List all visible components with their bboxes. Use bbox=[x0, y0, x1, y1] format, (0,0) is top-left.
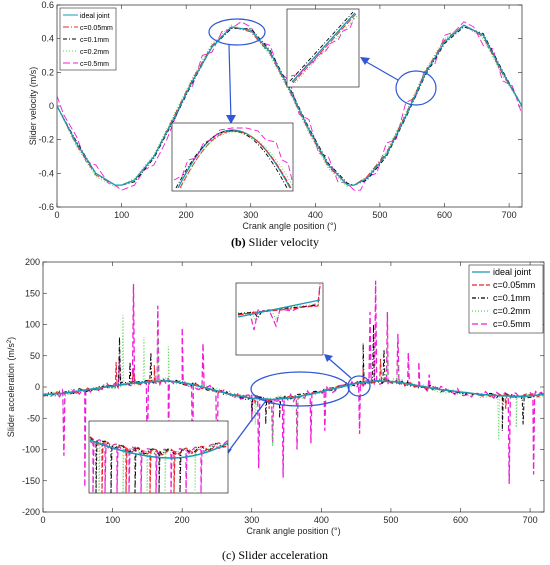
acceleration-inset-trough bbox=[88, 420, 229, 494]
velocity-legend-label: c=0.1mm bbox=[80, 37, 109, 44]
acceleration-x-tick-label: 600 bbox=[453, 515, 468, 525]
acceleration-inset-trough-line bbox=[89, 439, 228, 493]
acceleration-y-tick-label: -200 bbox=[22, 507, 40, 517]
acceleration-inset-trough-line bbox=[89, 436, 228, 493]
acceleration-zoom-arrow-rise bbox=[326, 356, 352, 379]
acceleration-y-tick-label: 150 bbox=[25, 288, 40, 298]
acceleration-zoom-ellipse-rise bbox=[347, 375, 371, 397]
velocity-x-tick-label: 200 bbox=[179, 210, 194, 220]
acceleration-legend-label: c=0.2mm bbox=[493, 306, 530, 316]
velocity-zoom-arrow-peak bbox=[228, 44, 232, 122]
acceleration-zoom-arrowhead-rise bbox=[324, 354, 333, 362]
acceleration-inset-trough-ideal bbox=[89, 439, 228, 459]
acceleration-legend-label: c=0.1mm bbox=[493, 293, 530, 303]
velocity-x-tick-label: 300 bbox=[243, 210, 258, 220]
acceleration-inset-trough-line bbox=[89, 436, 228, 493]
velocity-x-tick-label: 100 bbox=[114, 210, 129, 220]
acceleration-x-axis-label: Crank angle position (°) bbox=[246, 526, 340, 536]
velocity-x-tick-label: 0 bbox=[54, 210, 59, 220]
velocity-y-tick-label: 0.4 bbox=[41, 34, 54, 44]
velocity-x-tick-label: 400 bbox=[308, 210, 323, 220]
acceleration-y-tick-label: 50 bbox=[30, 351, 40, 361]
velocity-zoom-arrowhead-peak bbox=[226, 115, 236, 124]
acceleration-inset-rise bbox=[235, 282, 324, 356]
acceleration-legend-box bbox=[468, 264, 544, 334]
velocity-legend-label: ideal joint bbox=[80, 13, 110, 20]
acceleration-y-axis-label-sup: 2 bbox=[7, 339, 13, 343]
acceleration-x-tick-label: 700 bbox=[523, 515, 538, 525]
velocity-inset-rise-line bbox=[294, 15, 358, 84]
velocity-legend-label: c=0.2mm bbox=[80, 49, 109, 56]
acceleration-inset-trough-lines bbox=[89, 436, 228, 493]
acceleration-zoom-arrow-trough bbox=[227, 401, 266, 453]
velocity-inset-peak-line bbox=[175, 130, 288, 189]
velocity-inset-peak-line bbox=[180, 131, 294, 189]
velocity-x-tick-label: 500 bbox=[372, 210, 387, 220]
velocity-zoom-ellipse-rise bbox=[395, 70, 437, 106]
acceleration-x-tick-label: 300 bbox=[244, 515, 259, 525]
acceleration-y-tick-label: -50 bbox=[27, 413, 40, 423]
velocity-y-tick-label: -0.2 bbox=[38, 135, 54, 145]
velocity-y-tick-label: -0.6 bbox=[38, 202, 54, 212]
acceleration-inset-rise-line bbox=[237, 299, 321, 318]
acceleration-series-group bbox=[43, 280, 544, 488]
velocity-y-tick-label: 0.2 bbox=[41, 67, 54, 77]
acceleration-inset-rise-line bbox=[237, 285, 321, 316]
velocity-x-tick-label: 700 bbox=[502, 210, 517, 220]
acceleration-inset-rise-line bbox=[237, 303, 321, 324]
velocity-y-axis-label: Slider velocity (m/s) bbox=[28, 67, 38, 146]
velocity-inset-rise-line bbox=[290, 17, 355, 77]
acceleration-x-tick-label: 500 bbox=[383, 515, 398, 525]
acceleration-x-tick-label: 0 bbox=[40, 515, 45, 525]
acceleration-y-tick-label: 100 bbox=[25, 320, 40, 330]
velocity-inset-rise-line bbox=[289, 11, 354, 82]
acceleration-legend: ideal joint c=0.05mm c=0.1mm c=0.2mm c=0.5mm bbox=[468, 264, 544, 334]
velocity-legend-label: c=0.5mm bbox=[80, 61, 109, 68]
velocity-inset-peak-line bbox=[173, 127, 293, 181]
velocity-y-tick-label: 0 bbox=[49, 101, 54, 111]
acceleration-inset-rise-line bbox=[237, 304, 321, 319]
acceleration-caption: (c) Slider acceleration bbox=[222, 548, 328, 562]
acceleration-x-tick-label: 400 bbox=[314, 515, 329, 525]
acceleration-y-tick-label: 0 bbox=[35, 382, 40, 392]
acceleration-legend-label: c=0.05mm bbox=[493, 280, 535, 290]
velocity-x-tick-label: 600 bbox=[437, 210, 452, 220]
acceleration-y-axis-label-main: Slider acceleration (m/s bbox=[6, 343, 16, 438]
acceleration-legend-label: c=0.5mm bbox=[493, 319, 530, 329]
velocity-series-line bbox=[57, 21, 522, 191]
velocity-caption-label: (b) bbox=[231, 235, 246, 249]
acceleration-x-tick-label: 200 bbox=[175, 515, 190, 525]
velocity-caption-text: Slider velocity bbox=[246, 235, 319, 249]
velocity-chart: 0 100 200 300 400 500 600 700 -0.6 -0.4 -0.2 0 0.2 0.… bbox=[28, 0, 523, 231]
acceleration-chart: 0 100 200 300 400 500 600 700 -200 -150 -100 -50 0 50… bbox=[6, 257, 545, 536]
velocity-series-group bbox=[57, 21, 522, 191]
velocity-zoom-arrowhead-rise bbox=[360, 57, 370, 65]
velocity-zoom-ellipse-peak bbox=[208, 18, 266, 46]
acceleration-x-tick-label: 100 bbox=[105, 515, 120, 525]
velocity-inset-rise bbox=[286, 8, 360, 88]
acceleration-y-tick-label: -100 bbox=[22, 445, 40, 455]
acceleration-y-axis-label-end: ) bbox=[6, 337, 16, 340]
acceleration-y-tick-label: -150 bbox=[22, 476, 40, 486]
acceleration-legend-label: ideal joint bbox=[493, 267, 532, 277]
velocity-zoom-arrow-rise bbox=[362, 59, 399, 81]
velocity-caption: (b) Slider velocity bbox=[231, 235, 319, 249]
acceleration-inset-rise-frame bbox=[235, 282, 324, 356]
acceleration-ideal-line bbox=[43, 379, 544, 401]
velocity-inset-peak-frame bbox=[171, 122, 294, 192]
velocity-y-tick-label: 0.6 bbox=[41, 0, 54, 10]
velocity-series-line bbox=[57, 24, 522, 186]
acceleration-y-tick-label: 200 bbox=[25, 257, 40, 267]
velocity-x-axis-label: Crank angle position (°) bbox=[242, 221, 336, 231]
acceleration-y-axis-label: Slider acceleration (m/s2) bbox=[6, 337, 16, 437]
velocity-legend: ideal joint c=0.05mm c=0.1mm c=0.2mm c=0.5mm bbox=[59, 7, 117, 71]
velocity-legend-label: c=0.05mm bbox=[80, 25, 113, 32]
velocity-inset-peak bbox=[171, 122, 294, 192]
velocity-y-tick-label: -0.4 bbox=[38, 168, 54, 178]
velocity-inset-rise-line bbox=[292, 13, 357, 84]
